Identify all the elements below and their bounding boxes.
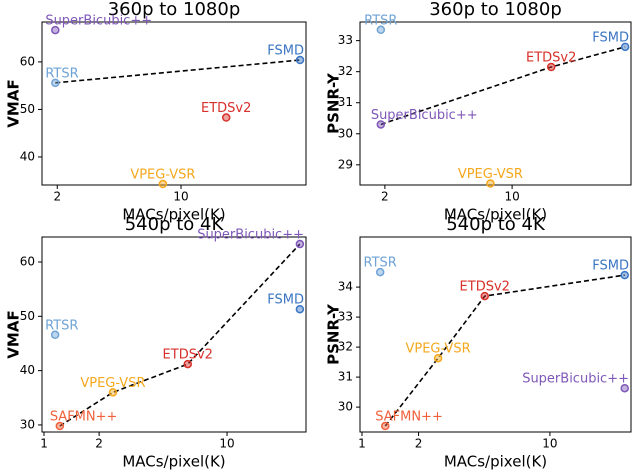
data-point — [50, 330, 60, 340]
data-point — [221, 113, 231, 122]
y-tick-label: 40 — [20, 363, 35, 377]
data-point — [376, 120, 386, 129]
data-point — [375, 267, 385, 277]
y-tick-label: 34 — [338, 280, 353, 294]
x-axis-label: MACs/pixel(K) — [444, 206, 547, 224]
x-tick-label: 2 — [95, 437, 103, 451]
point-label: RTSR — [45, 318, 78, 333]
frontier-line — [380, 46, 626, 126]
point-label: VPEG-VSR — [130, 168, 195, 183]
y-tick-label: 30 — [338, 400, 353, 414]
y-axis-label: VMAF — [5, 79, 23, 127]
x-axis-label: MACs/pixel(K) — [122, 206, 225, 224]
data-point — [51, 78, 60, 88]
point-label: VPEG-VSR — [458, 167, 523, 182]
x-tick-label: 2 — [53, 190, 61, 204]
point-label: RTSR — [45, 66, 78, 81]
panel-title: 360p to 1080p — [429, 0, 562, 20]
plot-frame — [359, 21, 632, 186]
data-point — [620, 383, 629, 393]
y-tick-label: 30 — [338, 126, 353, 140]
point-label: SAFMN++ — [375, 410, 443, 425]
point-label: SuperBicubic++ — [371, 108, 478, 123]
frontier-line — [384, 274, 625, 427]
data-point — [620, 42, 630, 52]
point-label: FSMD — [267, 44, 304, 59]
y-tick-label: 33 — [338, 33, 353, 47]
point-label: ETDSv2 — [460, 280, 510, 295]
x-tick-label: 2 — [381, 190, 389, 204]
point-label: ETDSv2 — [163, 348, 213, 363]
x-tick-label: 10 — [173, 190, 188, 204]
point-label: SuperBicubic++ — [522, 372, 629, 387]
y-tick-label: 50 — [20, 309, 35, 323]
data-point — [55, 421, 65, 431]
panel-title: 540p to 4K — [125, 214, 225, 235]
x-tick-label: 1 — [358, 437, 366, 451]
point-label: FSMD — [267, 293, 304, 308]
data-point — [183, 359, 193, 369]
data-point — [381, 421, 390, 431]
plot-frame — [41, 236, 307, 433]
point-label: RTSR — [364, 256, 397, 271]
panel-title: 540p to 4K — [446, 214, 546, 235]
point-label: SuperBicubic++ — [197, 228, 304, 243]
data-point — [295, 55, 305, 65]
panel-title: 360p to 1080p — [108, 0, 241, 20]
y-tick-label: 32 — [338, 64, 353, 78]
plot-frame — [41, 21, 307, 186]
data-point — [620, 270, 629, 280]
data-point — [51, 25, 60, 35]
point-label: VPEG-VSR — [80, 376, 145, 391]
data-point — [480, 291, 490, 301]
y-tick-label: 60 — [20, 54, 35, 68]
data-point — [108, 388, 118, 397]
x-tick-label: 10 — [504, 190, 519, 204]
point-label: SAFMN++ — [50, 410, 118, 425]
y-tick-label: 30 — [20, 417, 35, 431]
point-label: FSMD — [592, 30, 629, 45]
data-point — [158, 179, 168, 189]
point-label: RTSR — [364, 13, 397, 28]
y-tick-label: 33 — [338, 310, 353, 324]
x-axis-label: MACs/pixel(K) — [122, 453, 225, 471]
y-tick-label: 60 — [20, 254, 35, 268]
y-tick-label: 31 — [338, 370, 353, 384]
data-point — [295, 304, 305, 314]
y-axis-label: PSNR-Y — [325, 72, 343, 134]
y-axis-label: PSNR-Y — [325, 303, 343, 365]
data-point — [295, 239, 305, 249]
data-point — [546, 62, 556, 72]
x-tick-label: 10 — [542, 437, 557, 451]
y-tick-label: 31 — [338, 95, 353, 109]
data-point — [376, 25, 386, 35]
data-point — [486, 179, 495, 188]
plot-frame — [359, 236, 632, 433]
point-label: VPEG-VSR — [405, 342, 470, 357]
x-axis-label: MACs/pixel(K) — [444, 453, 547, 471]
x-tick-label: 10 — [219, 437, 234, 451]
frontier-line — [59, 243, 301, 427]
point-label: ETDSv2 — [201, 101, 251, 116]
frontier-line — [55, 59, 301, 84]
y-tick-label: 32 — [338, 340, 353, 354]
x-tick-label: 1 — [40, 437, 48, 451]
data-point — [433, 353, 443, 363]
point-label: FSMD — [592, 259, 629, 274]
point-label: SuperBicubic++ — [45, 14, 152, 29]
y-tick-label: 29 — [338, 157, 353, 171]
point-label: ETDSv2 — [526, 51, 576, 66]
y-tick-label: 40 — [20, 149, 35, 163]
y-axis-label: VMAF — [5, 310, 23, 358]
x-tick-label: 2 — [415, 437, 423, 451]
y-tick-label: 50 — [20, 102, 35, 116]
